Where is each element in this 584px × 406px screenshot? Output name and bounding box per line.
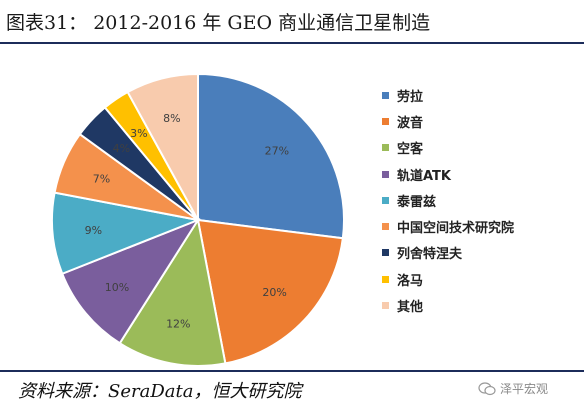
slice-label-4: 10% — [105, 281, 129, 294]
slice-label-8: 3% — [130, 127, 147, 140]
legend-item-8: 洛马 — [382, 266, 572, 292]
pie-chart: 27% 20% 12% 10% 9% 7% 4%3% 8% — [51, 72, 345, 367]
source-rule — [0, 370, 584, 372]
legend-item-6: 中国空间技术研究院 — [382, 213, 572, 239]
legend-label: 泰雷兹 — [397, 194, 437, 210]
pie-slice-labels: 27% 20% 12% 10% 9% 7% 4%3% 8% — [85, 112, 289, 330]
slice-label-5: 9% — [85, 224, 102, 237]
legend-item-7: 列舍特涅夫 — [382, 240, 572, 266]
figure-title: 图表31： 2012-2016 年 GEO 商业通信卫星制造 — [6, 12, 431, 34]
legend-swatch — [382, 223, 389, 231]
legend-label: 洛马 — [397, 273, 424, 289]
legend-label: 空客 — [397, 142, 424, 158]
pie-slice-5 — [51, 191, 202, 276]
slice-label-7: 4% — [113, 142, 130, 155]
legend-swatch — [382, 170, 389, 178]
legend-label: 其他 — [397, 300, 424, 316]
slice-label-1: 27% — [265, 144, 289, 157]
legend-swatch — [382, 275, 389, 283]
pie-slice-4 — [60, 217, 201, 345]
legend-item-5: 泰雷兹 — [382, 187, 572, 213]
legend-item-1: 劳拉 — [382, 82, 572, 108]
slice-label-2: 20% — [262, 286, 286, 299]
pie-slice-1 — [197, 72, 345, 240]
title-rule — [0, 42, 584, 44]
slice-label-6: 7% — [93, 172, 110, 185]
legend-item-4: 轨道ATK — [382, 161, 572, 187]
legend-swatch — [382, 117, 389, 125]
legend-item-9: 其他 — [382, 292, 572, 318]
pie-slice-3 — [118, 217, 227, 367]
chart-legend: 劳拉波音空客轨道ATK 泰雷兹中国空间技术研究院 列舍特涅夫洛马其他 — [382, 82, 572, 319]
legend-label: 轨道ATK — [397, 168, 451, 184]
legend-item-2: 波音 — [382, 108, 572, 134]
watermark: 泽平宏观 — [478, 380, 548, 397]
source-note: 资料来源：SeraData，恒大研究院 — [18, 381, 302, 402]
legend-label: 列舍特涅夫 — [397, 247, 463, 263]
pie-slice-9 — [126, 72, 199, 221]
watermark-text: 泽平宏观 — [500, 382, 549, 396]
legend-swatch — [382, 302, 389, 310]
pie-slices — [51, 72, 345, 367]
legend-swatch — [382, 144, 389, 152]
legend-label: 中国空间技术研究院 — [397, 221, 515, 237]
legend-swatch — [382, 249, 389, 257]
slice-label-9: 8% — [163, 112, 180, 125]
slice-label-3: 12% — [166, 317, 190, 330]
chat-bubble-icon — [478, 381, 496, 395]
legend-label: 劳拉 — [397, 89, 424, 105]
legend-item-3: 空客 — [382, 135, 572, 161]
legend-label: 波音 — [397, 115, 424, 131]
pie-slice-2 — [196, 218, 344, 365]
legend-swatch — [382, 196, 389, 204]
legend-swatch — [382, 91, 389, 99]
